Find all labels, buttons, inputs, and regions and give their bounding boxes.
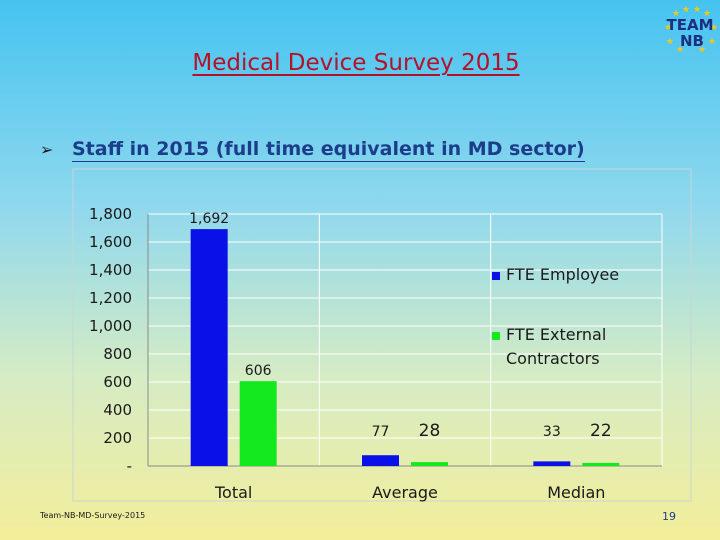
y-tick-label: 200 [103, 429, 132, 447]
y-tick-label: 600 [103, 373, 132, 391]
y-tick-label: 1,800 [89, 205, 132, 223]
logo-text-top: TEAM [666, 16, 713, 34]
legend-swatch-1 [492, 332, 500, 340]
slide-title-text: Medical Device Survey 2015 [192, 50, 520, 76]
data-label: 33 [543, 424, 561, 440]
bullet-text: Staff in 2015 (full time equivalent in M… [72, 137, 585, 162]
bar-fte-external-median [582, 462, 620, 466]
x-category-label: Total [214, 483, 252, 502]
bar-fte-employee-average [362, 455, 399, 466]
arrowhead-bullet-icon: ➢ [40, 139, 54, 159]
y-tick-label: - [127, 457, 132, 475]
slide-title: Medical Device Survey 2015 [0, 50, 712, 76]
data-label: 28 [419, 421, 441, 441]
svg-text:★: ★ [666, 37, 674, 47]
legend-label: Contractors [506, 349, 600, 368]
y-tick-label: 1,600 [89, 233, 132, 251]
svg-text:★: ★ [693, 5, 701, 15]
x-category-label: Median [547, 483, 605, 502]
chart-border [72, 168, 692, 502]
legend-swatch-0 [492, 272, 500, 280]
legend-label: FTE Employee [506, 265, 619, 284]
svg-text:★: ★ [703, 9, 711, 19]
logo-text-bottom: NB [680, 32, 704, 50]
staff-chart: - 200 400 600 800 1,000 1,200 1,400 1,600 1,800 1,… [72, 168, 694, 504]
legend-label: FTE External [506, 325, 606, 344]
data-label: 1,692 [189, 211, 229, 227]
page-number: 19 [662, 510, 676, 523]
logo-stars-icon: ★ ★ ★ ★ ★ ★ ★ ★ ★ ★ [664, 5, 718, 54]
svg-text:★: ★ [676, 45, 684, 54]
y-tick-label: 400 [103, 401, 132, 419]
svg-text:★: ★ [708, 37, 716, 47]
y-tick-label: 1,000 [89, 317, 132, 335]
data-label: 77 [372, 424, 390, 440]
y-tick-label: 800 [103, 345, 132, 363]
footer-source: Team-NB-MD-Survey-2015 [40, 511, 146, 520]
bar-fte-employee-total [190, 229, 228, 466]
bar-fte-employee-median [533, 461, 571, 466]
x-category-label: Average [372, 483, 438, 502]
data-label: 606 [245, 363, 272, 379]
bar-fte-external-total [239, 381, 277, 466]
team-nb-logo: ★ ★ ★ ★ ★ ★ ★ ★ ★ ★ TEAM NB [664, 5, 718, 54]
svg-text:★: ★ [682, 5, 690, 15]
svg-text:★: ★ [664, 23, 672, 33]
y-tick-label: 1,400 [89, 261, 132, 279]
staff-bar-chart: - 200 400 600 800 1,000 1,200 1,400 1,600 1,800 1,… [72, 168, 692, 502]
bar-fte-external-average [411, 462, 448, 466]
svg-text:★: ★ [698, 45, 706, 54]
svg-text:★: ★ [710, 23, 718, 33]
bullet-point: ➢ Staff in 2015 (full time equivalent in… [40, 134, 585, 164]
data-label: 22 [590, 421, 612, 441]
y-tick-label: 1,200 [89, 289, 132, 307]
svg-text:★: ★ [672, 9, 680, 19]
